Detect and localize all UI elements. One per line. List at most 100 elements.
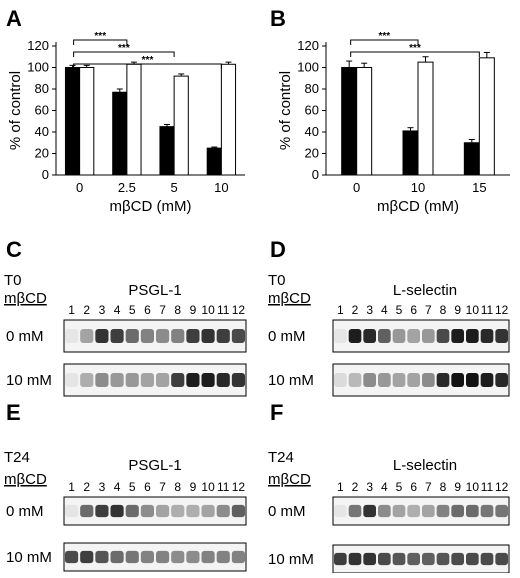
blot-band	[422, 328, 435, 344]
blot-band	[80, 328, 94, 344]
y-axis-label: % of control	[277, 71, 294, 150]
bar	[159, 126, 175, 176]
significance-label: ***	[378, 31, 390, 42]
blot-band	[110, 372, 124, 388]
x-axis-label: mβCD (mM)	[377, 198, 459, 215]
blot-band	[231, 372, 245, 388]
blot-band	[480, 328, 494, 344]
bar	[402, 130, 419, 176]
blot-row: 10 mM	[268, 363, 510, 397]
blot-band	[495, 552, 508, 566]
blot-band	[436, 372, 450, 388]
y-tick-label: 120	[27, 38, 49, 53]
blot-band	[65, 372, 79, 388]
lane-number: 3	[99, 303, 106, 317]
blot-strip	[63, 319, 247, 353]
blot-band	[334, 504, 347, 518]
blot-band	[156, 328, 170, 344]
panel-label-c: C	[6, 237, 22, 262]
blot-band	[334, 372, 347, 388]
treatment-label: mβCD	[4, 290, 47, 307]
y-tick-label: 40	[305, 124, 319, 139]
significance-bracket	[73, 39, 128, 45]
panel-label-b: B	[270, 6, 286, 31]
blot-strip	[63, 496, 247, 526]
blot-band	[436, 504, 450, 518]
blot-band	[231, 550, 245, 564]
blot-row: 10 mM	[268, 544, 510, 574]
blot-band	[231, 504, 245, 518]
blot-band	[451, 504, 464, 518]
blot-band	[348, 552, 362, 566]
significance-label: ***	[94, 31, 106, 42]
protein-label: PSGL-1	[128, 457, 181, 474]
blot-band	[392, 504, 406, 518]
blot-band	[201, 328, 215, 344]
significance-bracket	[73, 51, 175, 57]
blot-band	[466, 328, 479, 344]
lane-number: 6	[410, 303, 417, 317]
panel-label-d: D	[270, 237, 286, 262]
blot-band	[495, 504, 508, 518]
blot-band	[363, 372, 376, 388]
blot-band	[407, 552, 420, 566]
lane-number: 9	[190, 480, 197, 494]
lane-number: 8	[440, 480, 447, 494]
blot-band	[495, 372, 508, 388]
bar	[220, 63, 237, 176]
blot-band	[140, 504, 154, 518]
blot-band	[65, 550, 79, 564]
lane-number: 2	[352, 303, 359, 317]
blot-band	[334, 552, 347, 566]
lane-number: 11	[217, 303, 230, 317]
blot-band	[201, 372, 215, 388]
x-tick-label: 10	[411, 180, 425, 195]
lane-number: 6	[144, 480, 151, 494]
blot-strip	[63, 363, 247, 397]
lane-number: 10	[466, 303, 480, 317]
blot-row: 0 mM	[268, 496, 510, 526]
bar	[206, 147, 222, 176]
lane-number: 7	[159, 480, 166, 494]
lane-number: 5	[129, 303, 136, 317]
treatment-label: mβCD	[268, 290, 311, 307]
significance-label: ***	[409, 43, 421, 54]
blot-band	[110, 550, 124, 564]
x-axis-label: mβCD (mM)	[110, 198, 192, 215]
timepoint-label: T0	[4, 272, 22, 289]
blot-band	[80, 550, 94, 564]
blot-band	[363, 328, 376, 344]
bar	[478, 57, 495, 176]
blot-band	[466, 504, 479, 518]
blot-strip	[332, 496, 510, 526]
blot-band	[140, 328, 154, 344]
row-label: 10 mM	[6, 372, 52, 389]
blot-band	[407, 372, 420, 388]
blot-band	[451, 552, 464, 566]
lane-number: 4	[381, 480, 388, 494]
blot-band	[451, 372, 464, 388]
y-axis-label: % of control	[7, 71, 24, 150]
lane-number: 12	[232, 480, 246, 494]
lane-number: 6	[410, 480, 417, 494]
y-tick-label: 20	[35, 146, 49, 161]
lane-number: 7	[159, 303, 166, 317]
blot-band	[422, 372, 435, 388]
blot-band	[348, 328, 362, 344]
lane-number: 3	[366, 303, 373, 317]
row-label: 0 mM	[268, 503, 306, 520]
blot-band	[171, 550, 185, 564]
blot-band	[171, 372, 185, 388]
lane-number: 11	[481, 303, 494, 317]
blot-band	[422, 552, 435, 566]
y-tick-label: 100	[297, 60, 319, 75]
y-tick-label: 0	[42, 167, 49, 182]
lane-number: 10	[201, 303, 215, 317]
lane-number: 4	[114, 480, 121, 494]
row-label: 0 mM	[6, 328, 44, 345]
blot-band	[348, 372, 362, 388]
lane-number: 7	[425, 303, 432, 317]
lane-number: 2	[83, 303, 90, 317]
blot-band	[171, 328, 185, 344]
